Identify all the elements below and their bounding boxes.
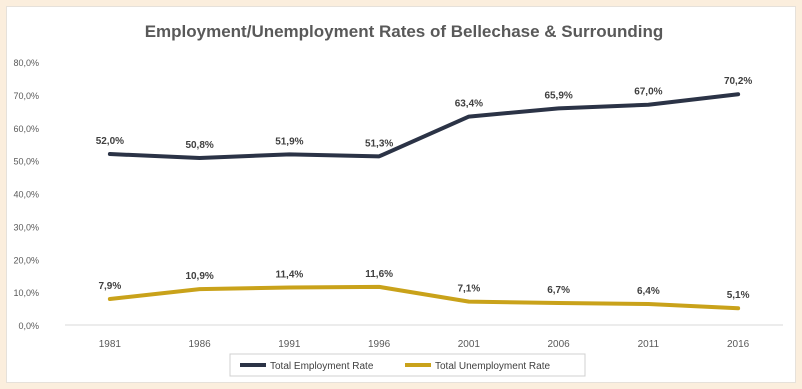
data-label: 7,1%: [457, 284, 480, 295]
data-label: 10,9%: [185, 271, 213, 282]
data-label: 6,7%: [547, 285, 570, 296]
chart-frame: Employment/Unemployment Rates of Bellech…: [6, 6, 796, 383]
y-tick-label: 50,0%: [13, 157, 39, 167]
x-tick-label: 1991: [278, 339, 301, 350]
data-label: 51,9%: [275, 136, 303, 147]
data-label: 50,8%: [185, 140, 213, 151]
data-label: 11,6%: [365, 269, 393, 280]
data-label: 6,4%: [637, 286, 660, 297]
y-tick-label: 70,0%: [13, 91, 39, 101]
chart-title: Employment/Unemployment Rates of Bellech…: [145, 22, 664, 41]
y-tick-label: 0,0%: [18, 321, 39, 331]
data-label: 65,9%: [544, 90, 572, 101]
x-tick-label: 2016: [727, 339, 750, 350]
legend-label: Total Employment Rate: [270, 361, 374, 372]
data-label: 51,3%: [365, 138, 393, 149]
data-label: 5,1%: [727, 290, 750, 301]
x-tick-label: 2006: [548, 339, 571, 350]
data-label: 70,2%: [724, 76, 752, 87]
data-label: 63,4%: [455, 99, 483, 110]
data-label: 52,0%: [96, 136, 124, 147]
x-tick-label: 2001: [458, 339, 481, 350]
y-tick-label: 60,0%: [13, 124, 39, 134]
y-tick-label: 30,0%: [13, 222, 39, 232]
y-tick-label: 20,0%: [13, 255, 39, 265]
y-tick-label: 40,0%: [13, 190, 39, 200]
data-label: 11,4%: [275, 270, 303, 281]
data-label: 67,0%: [634, 87, 662, 98]
y-tick-label: 80,0%: [13, 58, 39, 68]
y-tick-label: 10,0%: [13, 288, 39, 298]
legend-label: Total Unemployment Rate: [435, 361, 550, 372]
x-tick-label: 1996: [368, 339, 391, 350]
line-chart: Employment/Unemployment Rates of Bellech…: [13, 22, 783, 377]
series-line-unemployment: [107, 284, 741, 311]
data-label: 7,9%: [98, 281, 121, 292]
series-line-employment: [107, 92, 741, 160]
x-tick-label: 2011: [638, 339, 660, 350]
x-tick-label: 1981: [99, 339, 122, 350]
x-tick-label: 1986: [189, 339, 212, 350]
